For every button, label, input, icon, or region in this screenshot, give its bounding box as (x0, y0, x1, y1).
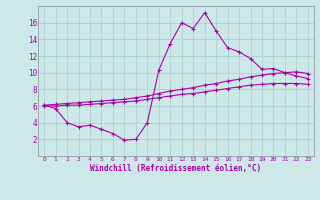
X-axis label: Windchill (Refroidissement éolien,°C): Windchill (Refroidissement éolien,°C) (91, 164, 261, 173)
